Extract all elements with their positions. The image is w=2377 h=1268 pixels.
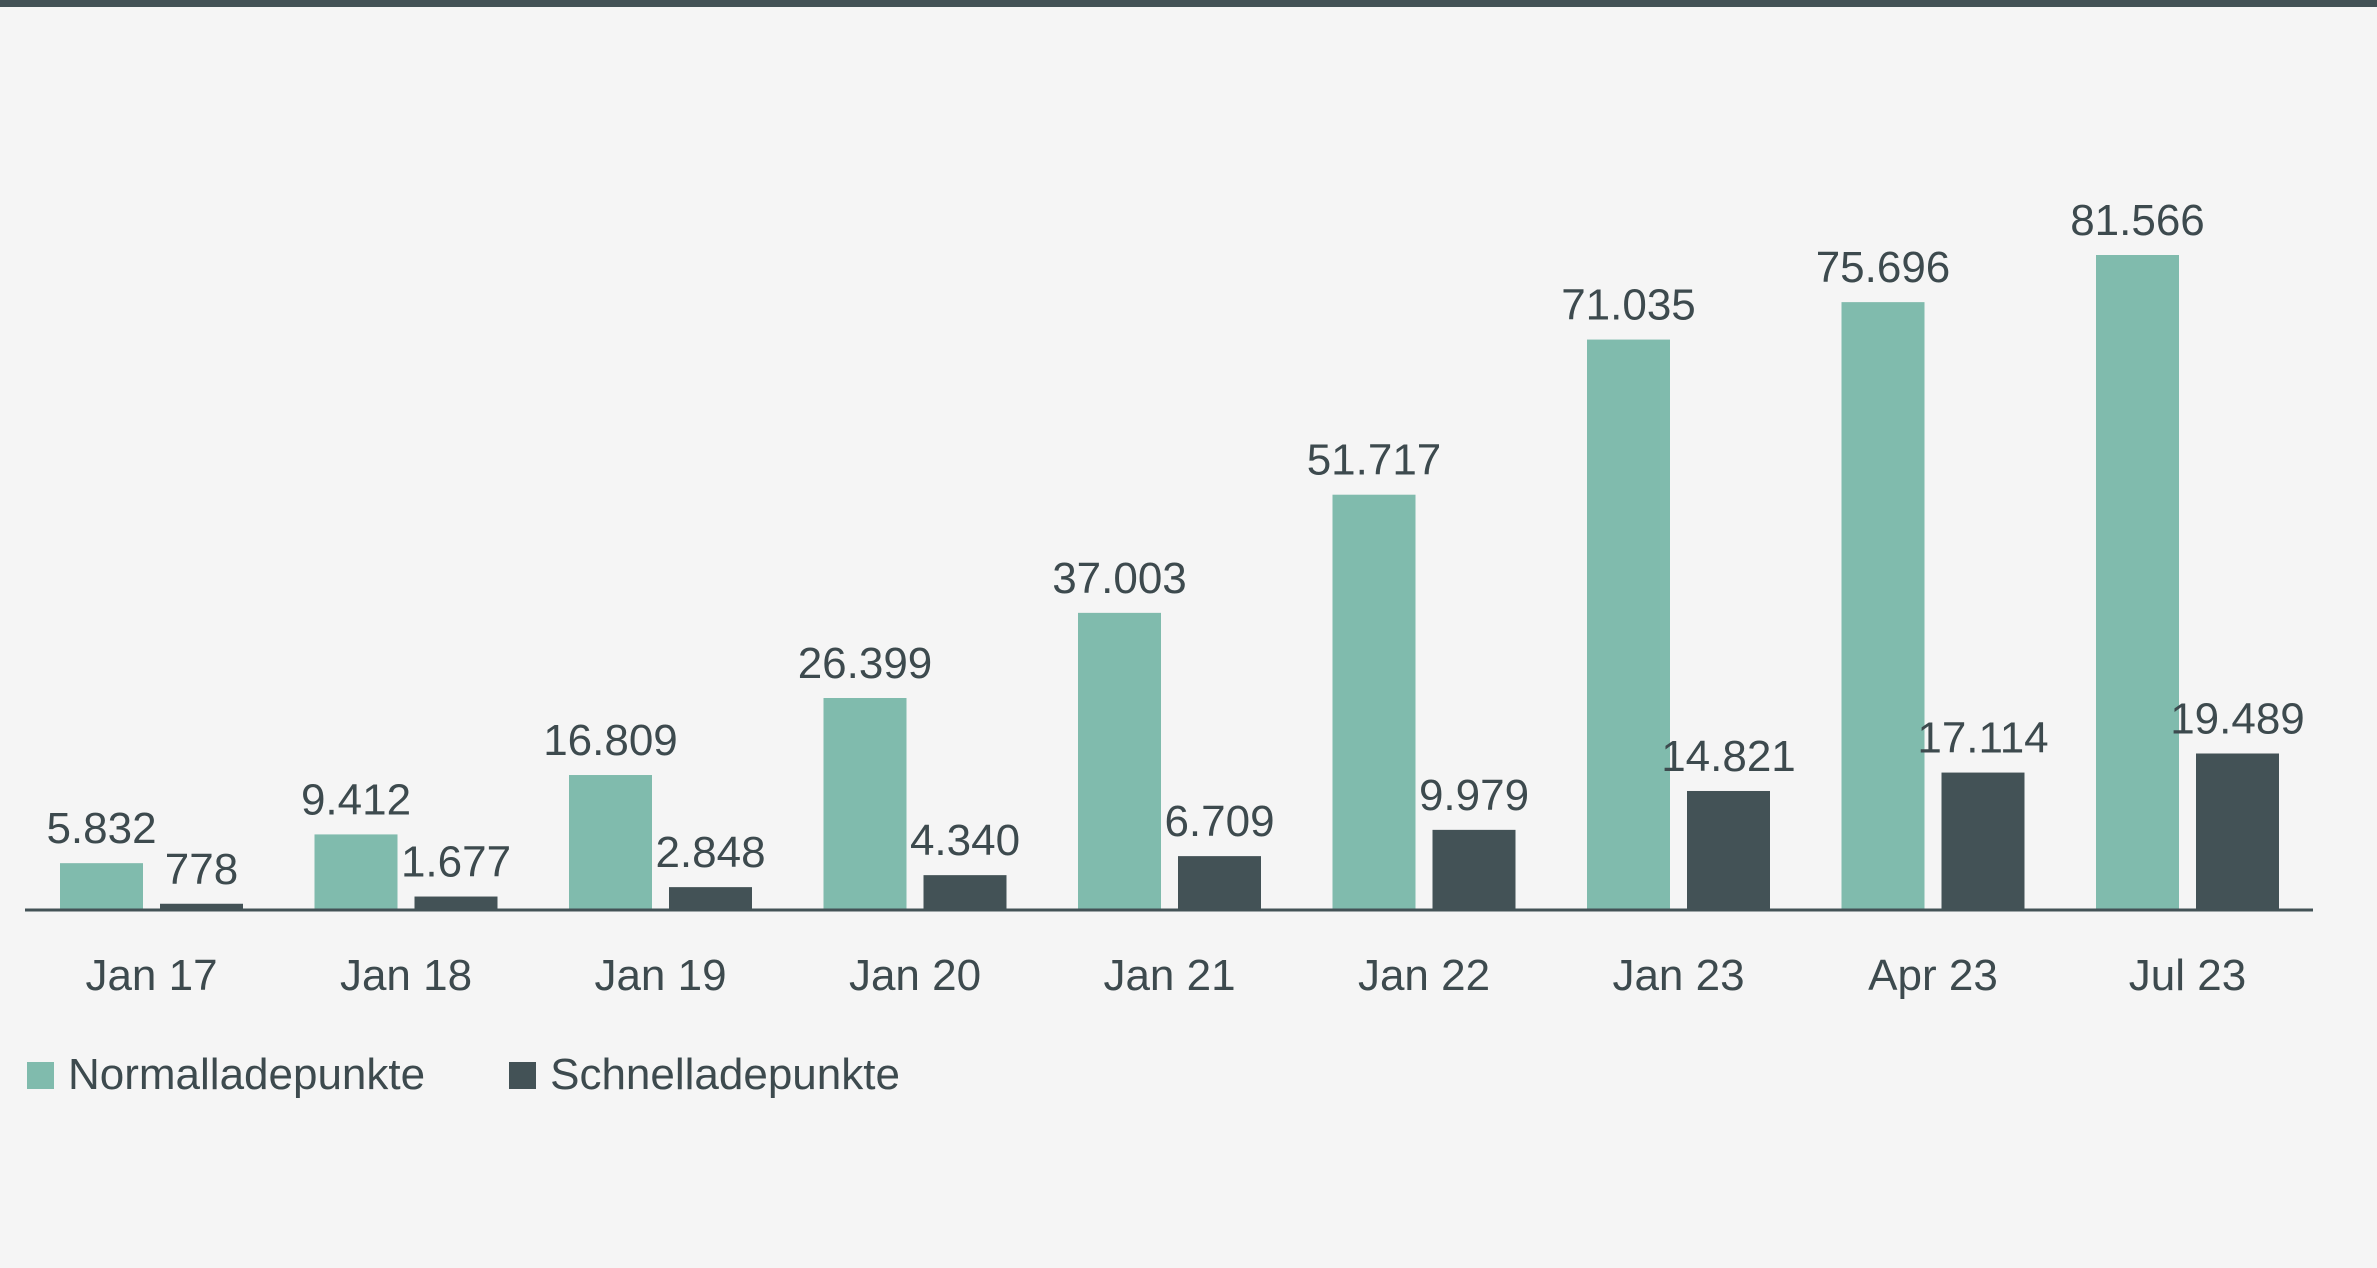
bar-schnelladepunkte-jan-17 [160, 903, 243, 910]
bar-schnelladepunkte-jul-23 [2196, 753, 2279, 910]
data-label-schnelladepunkte-jan-22: 9.979 [1419, 771, 1529, 820]
legend-label-schnelladepunkte: Schnelladepunkte [550, 1050, 900, 1099]
data-label-normalladepunkte-apr-23: 75.696 [1816, 243, 1951, 292]
x-tick-label-jan-22: Jan 22 [1358, 951, 1490, 1000]
x-tick-label-jul-23: Jul 23 [2129, 951, 2246, 1000]
bar-normalladepunkte-jan-19 [569, 775, 652, 910]
top-rule [0, 0, 2377, 7]
legend: Normalladepunkte Schnelladepunkte [27, 1050, 984, 1100]
x-tick-label-apr-23: Apr 23 [1868, 951, 1998, 1000]
data-label-schnelladepunkte-jan-19: 2.848 [655, 828, 765, 877]
bar-schnelladepunkte-jan-20 [923, 875, 1007, 910]
data-label-normalladepunkte-jan-19: 16.809 [543, 716, 678, 765]
bar-normalladepunkte-jan-21 [1078, 612, 1161, 910]
bar-normalladepunkte-jul-23 [2096, 255, 2179, 910]
data-label-normalladepunkte-jan-18: 9.412 [301, 775, 411, 824]
x-tick-label-jan-21: Jan 21 [1103, 951, 1235, 1000]
bar-normalladepunkte-jan-22 [1332, 494, 1416, 910]
bar-schnelladepunkte-jan-21 [1178, 856, 1261, 910]
data-label-schnelladepunkte-jan-17: 778 [165, 845, 238, 894]
data-label-normalladepunkte-jan-23: 71.035 [1561, 281, 1696, 330]
bar-normalladepunkte-apr-23 [1841, 302, 1925, 910]
data-label-schnelladepunkte-jan-20: 4.340 [910, 816, 1020, 865]
bar-schnelladepunkte-jan-22 [1432, 829, 1516, 910]
series-schnelladepunkte [160, 753, 2279, 910]
series-normalladepunkte [60, 255, 2179, 911]
legend-item-schnelladepunkte: Schnelladepunkte [509, 1050, 900, 1100]
x-tick-label-jan-18: Jan 18 [340, 951, 472, 1000]
data-label-schnelladepunkte-jan-23: 14.821 [1661, 732, 1796, 781]
bar-schnelladepunkte-jan-23 [1687, 790, 1770, 910]
data-label-normalladepunkte-jan-22: 51.717 [1307, 436, 1442, 485]
legend-swatch-schnelladepunkte [509, 1061, 537, 1089]
legend-label-normalladepunkte: Normalladepunkte [68, 1050, 426, 1099]
data-label-normalladepunkte-jan-21: 37.003 [1052, 554, 1187, 603]
x-tick-label-jan-23: Jan 23 [1612, 951, 1744, 1000]
x-tick-label-jan-17: Jan 17 [85, 951, 217, 1000]
x-tick-label-jan-19: Jan 19 [594, 951, 726, 1000]
data-label-schnelladepunkte-jan-21: 6.709 [1164, 797, 1274, 846]
data-label-schnelladepunkte-apr-23: 17.114 [1917, 714, 2048, 763]
bar-normalladepunkte-jan-17 [60, 863, 143, 910]
bar-normalladepunkte-jan-23 [1587, 339, 1670, 911]
legend-swatch-normalladepunkte [27, 1061, 54, 1089]
bar-normalladepunkte-jan-20 [823, 698, 907, 910]
legend-item-normalladepunkte: Normalladepunkte [27, 1050, 425, 1100]
x-axis-tick-labels: Jan 17 Jan 18 Jan 19 Jan 20 Jan 21 Jan 22 Jan … [85, 951, 2246, 1000]
bar-schnelladepunkte-jan-19 [669, 887, 752, 910]
data-label-normalladepunkte-jan-17: 5.832 [46, 804, 156, 853]
data-label-normalladepunkte-jul-23: 81.566 [2070, 196, 2205, 245]
bar-normalladepunkte-jan-18 [314, 834, 398, 910]
data-label-normalladepunkte-jan-20: 26.399 [798, 639, 933, 688]
x-tick-label-jan-20: Jan 20 [849, 951, 981, 1000]
data-label-schnelladepunkte-jan-18: 1.677 [401, 838, 511, 887]
data-label-schnelladepunkte-jul-23: 19.489 [2170, 694, 2305, 743]
bar-schnelladepunkte-apr-23 [1941, 772, 2025, 910]
bar-schnelladepunkte-jan-18 [414, 896, 498, 910]
